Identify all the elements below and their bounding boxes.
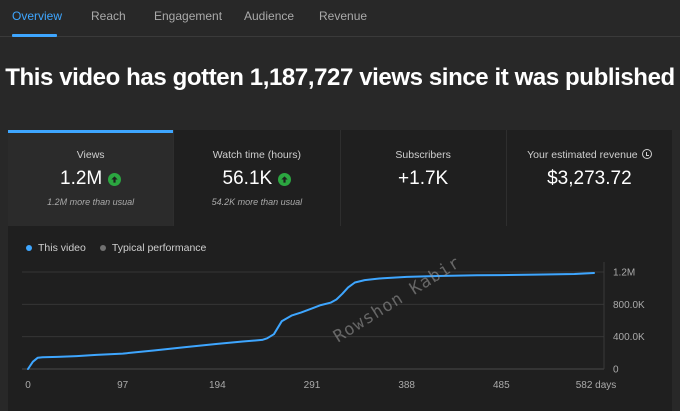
metric-value: $3,273.72 (547, 168, 632, 189)
tab-reach[interactable]: Reach (91, 9, 126, 23)
metric-value: 56.1K (222, 168, 273, 189)
metric-card-watch-time[interactable]: Watch time (hours) 56.1K 54.2K more than… (174, 130, 341, 226)
metric-label: Watch time (hours) (212, 149, 302, 161)
tab-audience[interactable]: Audience (244, 9, 295, 23)
metric-value: 1.2M (60, 168, 103, 189)
arrow-up-circle-icon (278, 172, 292, 186)
info-icon[interactable] (641, 149, 652, 159)
metric-cards: Views 1.2M 1.2M more than usual Watch ti… (8, 130, 672, 226)
legend-dot-icon (99, 245, 106, 251)
metric-label: Views (76, 149, 105, 161)
page-headline: This video has gotten 1,187,727 views si… (5, 64, 675, 91)
metric-comparison: 1.2M more than usual (47, 197, 135, 207)
tab-bar: Overview Reach Engagement Audience Reven… (0, 0, 680, 37)
active-tab-indicator (12, 34, 57, 37)
tab-overview[interactable]: Overview (12, 9, 63, 23)
metric-comparison: 54.2K more than usual (211, 197, 303, 207)
legend-item-this-video[interactable]: This video (26, 242, 86, 254)
metric-card-subscribers[interactable]: Subscribers +1.7K (341, 130, 507, 226)
metric-label: Subscribers (395, 149, 451, 161)
legend-item-typical[interactable]: Typical performance (99, 242, 207, 254)
legend-label: This video (38, 242, 86, 254)
metric-value: +1.7K (398, 168, 449, 189)
tab-revenue[interactable]: Revenue (319, 9, 368, 23)
metric-card-revenue[interactable]: Your estimated revenue $3,273.72 (507, 130, 672, 226)
arrow-up-circle-icon (108, 172, 122, 186)
tab-engagement[interactable]: Engagement (154, 9, 223, 23)
metric-label: Your estimated revenue (527, 149, 638, 161)
chart-legend: This video Typical performance (26, 242, 206, 254)
legend-dot-icon (26, 245, 32, 251)
metric-card-views[interactable]: Views 1.2M 1.2M more than usual (8, 130, 175, 226)
selected-card-indicator (8, 130, 174, 133)
legend-label: Typical performance (111, 242, 207, 254)
